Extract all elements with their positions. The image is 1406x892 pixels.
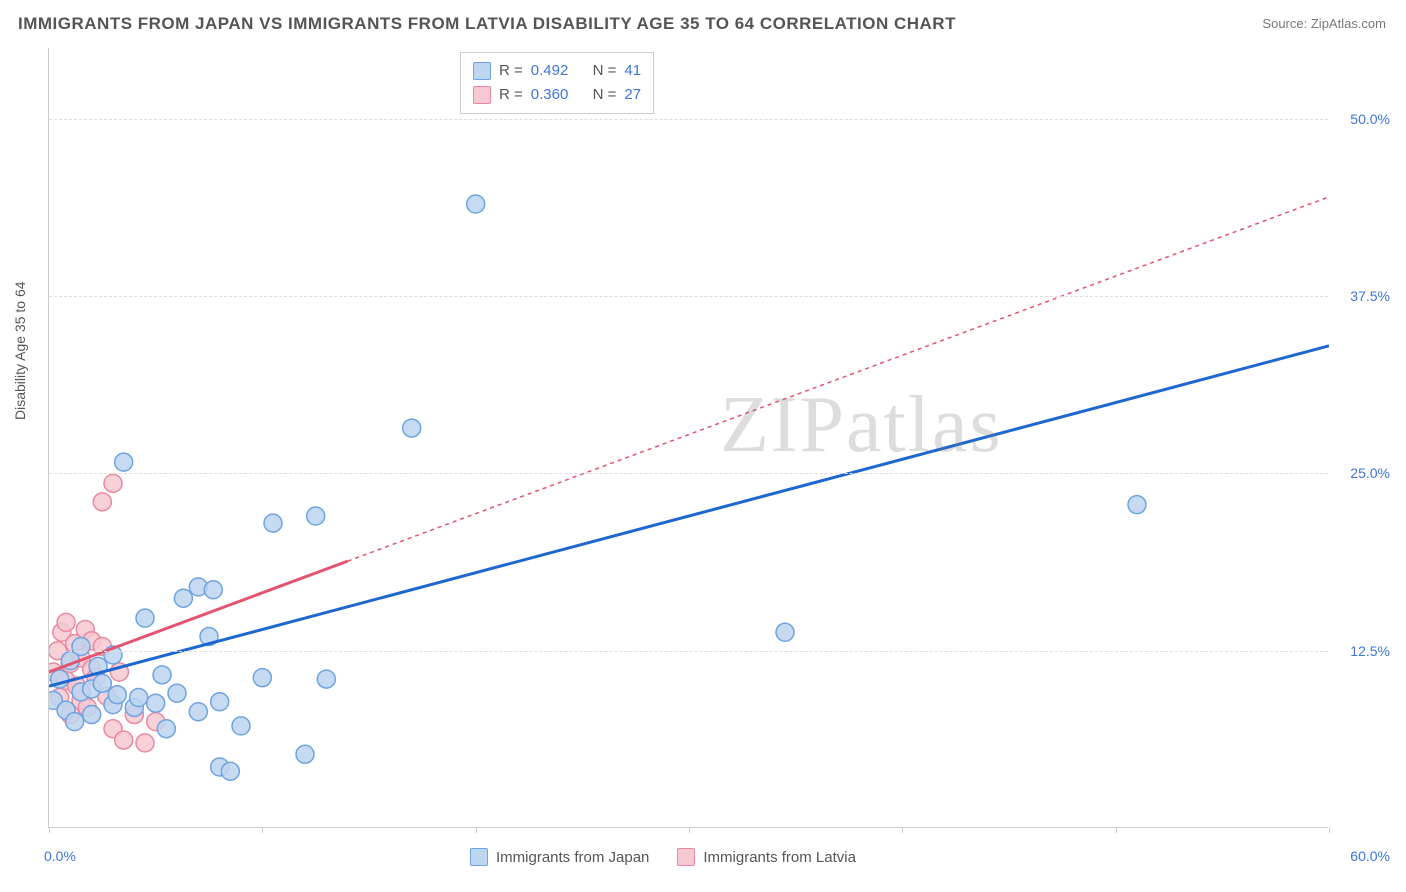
source-value: ZipAtlas.com — [1311, 16, 1386, 31]
data-point-japan — [264, 514, 282, 532]
n-label: N = — [593, 59, 617, 83]
x-tick — [476, 827, 477, 833]
gridline-h — [49, 651, 1328, 652]
swatch-latvia-icon — [677, 848, 695, 866]
chart-title: IMMIGRANTS FROM JAPAN VS IMMIGRANTS FROM… — [18, 14, 956, 34]
n-value-latvia: 27 — [624, 83, 641, 107]
scatter-svg — [49, 48, 1329, 828]
data-point-japan — [221, 762, 239, 780]
y-tick-label: 50.0% — [1350, 111, 1390, 127]
x-tick — [262, 827, 263, 833]
gridline-h — [49, 119, 1328, 120]
y-tick-label: 12.5% — [1350, 643, 1390, 659]
data-point-japan — [130, 689, 148, 707]
data-point-latvia — [104, 474, 122, 492]
x-tick — [1329, 827, 1330, 833]
data-point-japan — [168, 684, 186, 702]
data-point-japan — [136, 609, 154, 627]
x-tick — [902, 827, 903, 833]
data-point-japan — [72, 637, 90, 655]
x-tick — [1116, 827, 1117, 833]
swatch-latvia-icon — [473, 86, 491, 104]
x-tick — [689, 827, 690, 833]
data-point-japan — [253, 669, 271, 687]
data-point-japan — [66, 713, 84, 731]
trend-line-japan — [49, 346, 1329, 686]
data-point-japan — [153, 666, 171, 684]
x-axis-max-label: 60.0% — [1350, 848, 1390, 864]
data-point-japan — [157, 720, 175, 738]
n-value-japan: 41 — [624, 59, 641, 83]
data-point-japan — [307, 507, 325, 525]
data-point-latvia — [57, 613, 75, 631]
chart-plot-area — [48, 48, 1328, 828]
data-point-japan — [204, 581, 222, 599]
trend-line-dashed-latvia — [348, 197, 1329, 561]
x-axis-min-label: 0.0% — [44, 848, 76, 864]
legend-row-latvia: R = 0.360 N = 27 — [473, 83, 641, 107]
gridline-h — [49, 296, 1328, 297]
data-point-japan — [189, 703, 207, 721]
series-legend: Immigrants from Japan Immigrants from La… — [470, 848, 856, 866]
data-point-japan — [83, 706, 101, 724]
data-point-japan — [776, 623, 794, 641]
data-point-japan — [232, 717, 250, 735]
swatch-japan-icon — [473, 62, 491, 80]
legend-row-japan: R = 0.492 N = 41 — [473, 59, 641, 83]
data-point-japan — [467, 195, 485, 213]
data-point-latvia — [93, 493, 111, 511]
data-point-japan — [317, 670, 335, 688]
source-label: Source: — [1262, 16, 1307, 31]
data-point-japan — [296, 745, 314, 763]
data-point-latvia — [136, 734, 154, 752]
r-value-japan: 0.492 — [531, 59, 569, 83]
legend-item-latvia: Immigrants from Latvia — [677, 848, 856, 866]
y-tick-label: 25.0% — [1350, 465, 1390, 481]
legend-label-japan: Immigrants from Japan — [496, 849, 649, 866]
correlation-legend: R = 0.492 N = 41 R = 0.360 N = 27 — [460, 52, 654, 114]
data-point-japan — [108, 686, 126, 704]
r-label: R = — [499, 59, 523, 83]
x-tick — [49, 827, 50, 833]
data-point-japan — [93, 674, 111, 692]
source-attribution: Source: ZipAtlas.com — [1262, 16, 1386, 31]
r-label: R = — [499, 83, 523, 107]
data-point-japan — [174, 589, 192, 607]
y-axis-label: Disability Age 35 to 64 — [12, 281, 28, 420]
gridline-h — [49, 473, 1328, 474]
data-point-japan — [115, 453, 133, 471]
data-point-latvia — [115, 731, 133, 749]
swatch-japan-icon — [470, 848, 488, 866]
data-point-japan — [147, 694, 165, 712]
legend-item-japan: Immigrants from Japan — [470, 848, 649, 866]
data-point-japan — [403, 419, 421, 437]
y-tick-label: 37.5% — [1350, 288, 1390, 304]
n-label: N = — [593, 83, 617, 107]
data-point-japan — [1128, 496, 1146, 514]
legend-label-latvia: Immigrants from Latvia — [703, 849, 856, 866]
data-point-japan — [211, 693, 229, 711]
r-value-latvia: 0.360 — [531, 83, 569, 107]
